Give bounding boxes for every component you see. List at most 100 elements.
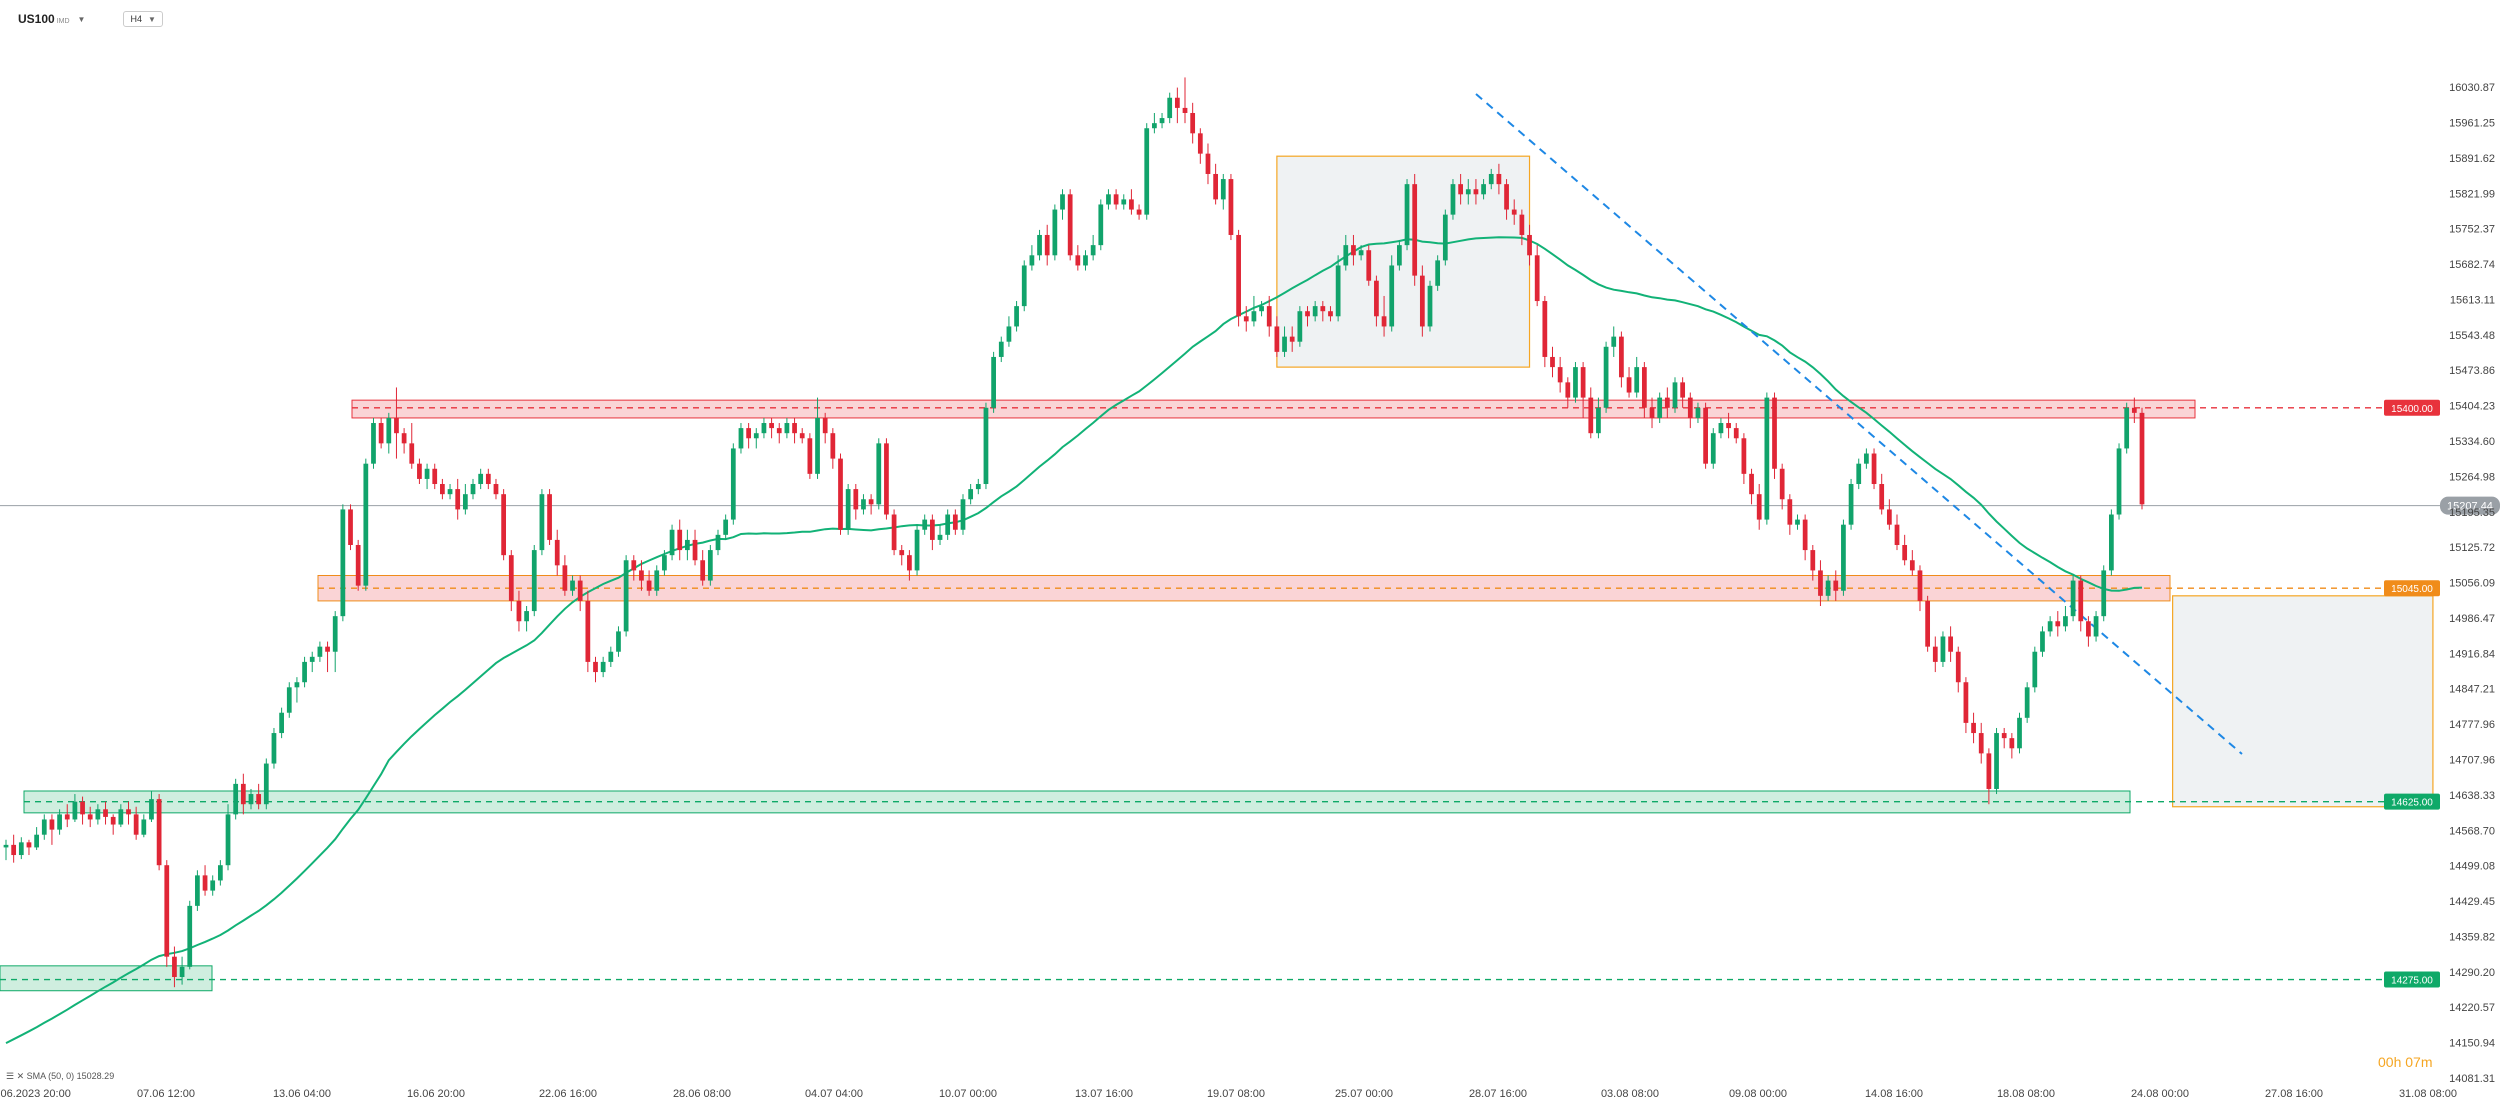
candle-body	[1733, 428, 1739, 439]
y-tick-label: 14429.45	[2449, 896, 2495, 908]
candle-body	[1228, 179, 1234, 235]
candle-body	[294, 682, 300, 688]
candle-body	[1511, 209, 1517, 215]
candle-body	[1527, 234, 1532, 256]
candle-body	[417, 463, 422, 479]
candle-body	[1190, 112, 1196, 134]
candle-body	[2109, 514, 2114, 571]
candle-body	[1220, 179, 1226, 200]
candle-body	[1978, 733, 1984, 754]
candle-body	[2101, 570, 2107, 617]
candle-body	[286, 687, 292, 713]
candle-body	[685, 539, 690, 551]
indicator-settings-icon[interactable]: ☰ ✕	[6, 1071, 25, 1081]
candle-body	[1037, 234, 1042, 256]
candle-body	[332, 616, 338, 652]
candle-body	[2024, 687, 2030, 718]
candle-body	[1259, 306, 1264, 312]
candle-body	[600, 661, 606, 673]
candle-body	[1710, 433, 1716, 464]
candle-body	[1886, 509, 1892, 525]
candle-body	[1075, 255, 1081, 266]
candle-body	[34, 834, 39, 848]
candle-body	[1856, 463, 1862, 485]
candle-body	[118, 809, 124, 825]
y-tick-label: 15195.35	[2449, 507, 2495, 519]
candle-body	[1312, 306, 1318, 317]
candle-body	[3, 844, 9, 848]
y-tick-label: 14638.33	[2449, 790, 2495, 802]
candle-body	[784, 423, 790, 434]
candle-body	[1366, 250, 1372, 281]
y-tick-label: 15056.09	[2449, 578, 2495, 590]
candle-body	[1557, 367, 1563, 383]
candle-body	[524, 611, 529, 622]
candle-body	[998, 341, 1004, 357]
symbol-dropdown-icon[interactable]: ▼	[77, 14, 86, 24]
candle-body	[899, 550, 905, 556]
candle-body	[1243, 316, 1249, 322]
level-zone	[23, 790, 2131, 814]
symbol-selector[interactable]: US100 IMD	[18, 12, 70, 26]
x-tick-label: 07.06 12:00	[137, 1088, 195, 1100]
candle-body	[1634, 367, 1640, 393]
y-tick-label: 14707.96	[2449, 755, 2495, 767]
candle-body	[1381, 316, 1387, 327]
candle-body	[769, 423, 774, 429]
candle-body	[1335, 265, 1341, 317]
candle-body	[2063, 616, 2068, 627]
y-tick-label: 14081.31	[2449, 1073, 2495, 1085]
x-tick-label: 25.07 00:00	[1335, 1088, 1393, 1100]
candle-body	[1588, 397, 1594, 434]
candle-body	[1121, 199, 1127, 205]
candle-body	[547, 494, 552, 540]
candle-body	[386, 417, 392, 444]
candle-body	[1488, 173, 1494, 185]
candle-body	[1481, 184, 1486, 195]
candle-body	[1389, 265, 1395, 327]
candle-body	[2086, 621, 2091, 637]
candle-body	[1014, 306, 1019, 327]
candle-body	[340, 509, 346, 617]
candle-body	[616, 631, 621, 652]
timeframe-label: H4	[130, 14, 142, 24]
candle-body	[562, 565, 568, 591]
candle-body	[937, 534, 943, 540]
y-tick-label: 14986.47	[2449, 613, 2495, 625]
candle-body	[1473, 189, 1479, 195]
candle-body	[1282, 336, 1287, 352]
candle-body	[49, 819, 55, 830]
x-tick-label: 10.07 00:00	[939, 1088, 997, 1100]
sma-indicator-label[interactable]: ☰ ✕ SMA (50, 0) 15028.29	[6, 1071, 114, 1082]
candle-body	[1305, 311, 1310, 317]
candle-body	[2009, 738, 2015, 749]
candle-body	[1925, 600, 1931, 647]
level-price-label: 15045.00	[2391, 584, 2433, 595]
candle-body	[1879, 484, 1885, 510]
candle-body	[1358, 250, 1364, 256]
candle-body	[746, 428, 751, 439]
candle-body	[18, 842, 24, 856]
candle-body	[1695, 407, 1701, 418]
candle-body	[1052, 209, 1058, 256]
candle-body	[378, 423, 384, 444]
candle-body	[493, 484, 499, 495]
candle-body	[409, 443, 415, 464]
candle-body	[1603, 346, 1609, 408]
candle-body	[309, 656, 315, 662]
sma-indicator-value: SMA (50, 0) 15028.29	[26, 1071, 115, 1081]
candle-body	[815, 417, 820, 474]
x-tick-label: 03.08 08:00	[1601, 1088, 1659, 1100]
candle-body	[1343, 245, 1349, 266]
candle-body	[914, 529, 920, 571]
y-tick-label: 14847.21	[2449, 684, 2495, 696]
timeframe-selector[interactable]: H4 ▼	[123, 11, 163, 27]
x-tick-label: 01.06.2023 20:00	[0, 1088, 71, 1100]
candle-body	[1871, 453, 1877, 485]
candle-body	[531, 550, 537, 612]
candle-body	[1795, 519, 1800, 525]
candle-body	[1205, 153, 1211, 174]
candle-body	[570, 580, 575, 591]
candle-body	[149, 799, 154, 820]
